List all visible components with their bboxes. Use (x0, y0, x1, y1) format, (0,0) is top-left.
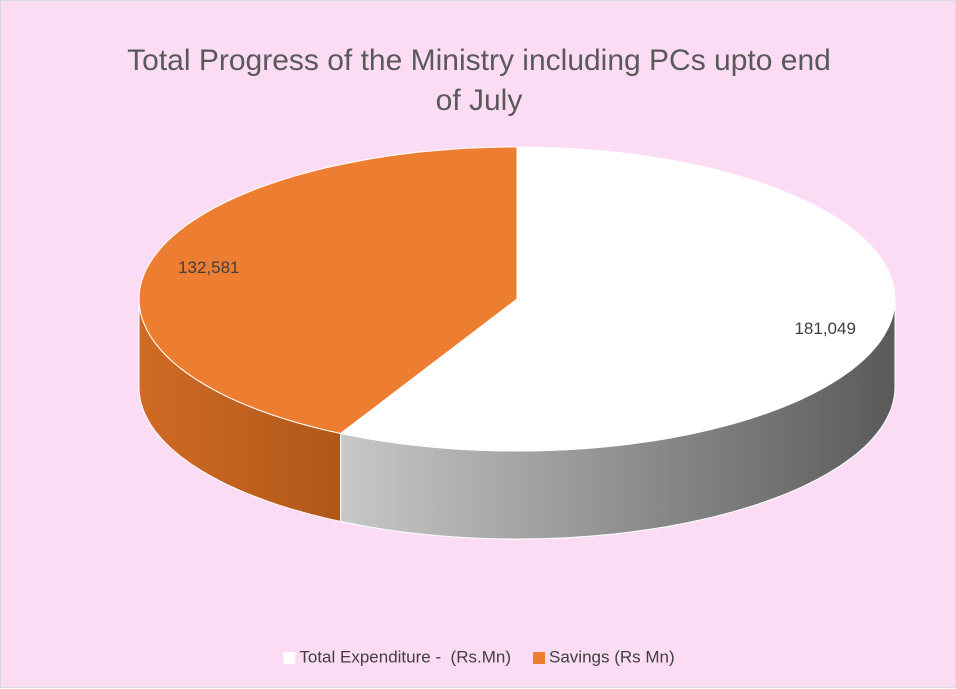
legend-label: Savings (Rs Mn) (549, 647, 675, 666)
legend-label: Total Expenditure - (Rs.Mn) (299, 647, 511, 666)
pie-slice (138, 146, 518, 434)
pie-slice (339, 146, 896, 452)
data-label: 181,049 (794, 319, 855, 338)
legend-swatch (283, 652, 296, 664)
chart-title: Total Progress of the Ministry including… (127, 44, 831, 117)
data-label: 132,581 (178, 258, 239, 277)
legend-swatch (533, 652, 545, 664)
